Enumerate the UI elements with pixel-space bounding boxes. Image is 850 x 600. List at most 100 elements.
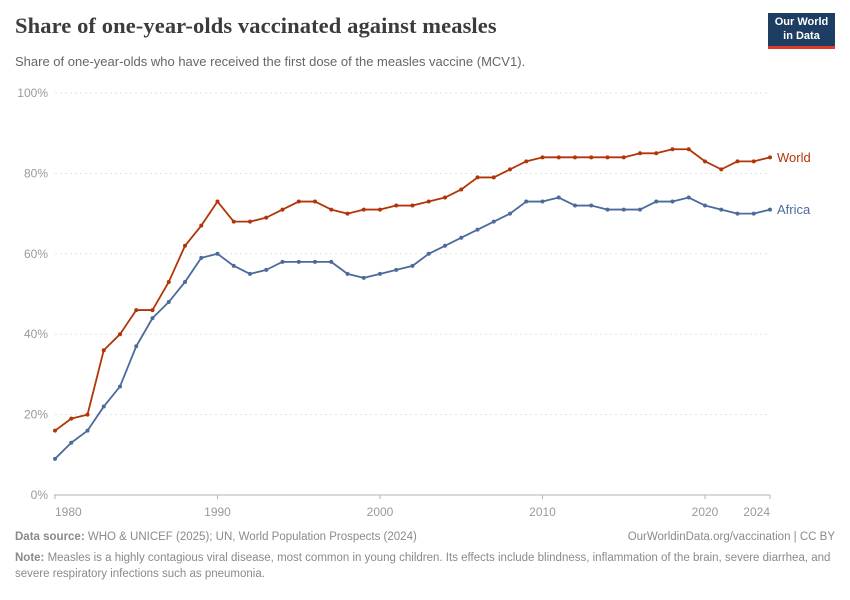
- data-point: [751, 159, 756, 164]
- x-tick-label: 2010: [529, 505, 556, 519]
- x-tick-label: 1990: [204, 505, 231, 519]
- data-point: [638, 151, 642, 156]
- data-point: [394, 267, 399, 272]
- data-point: [443, 243, 447, 248]
- chart-footer: Data source: WHO & UNICEF (2025); UN, Wo…: [15, 529, 835, 583]
- data-point: [410, 203, 415, 208]
- data-point: [670, 199, 675, 204]
- data-point: [313, 259, 317, 264]
- data-point: [735, 159, 740, 164]
- series-label-world: World: [777, 150, 811, 165]
- data-point: [313, 199, 317, 204]
- page-subtitle: Share of one-year-olds who have received…: [15, 54, 526, 69]
- datasource-label: Data source:: [15, 531, 85, 543]
- data-point: [248, 271, 252, 276]
- data-point: [231, 263, 236, 268]
- note-block: Note: Measles is a highly contagious vir…: [15, 550, 835, 583]
- data-point: [410, 263, 415, 268]
- data-point: [508, 211, 512, 216]
- data-point: [199, 223, 204, 228]
- data-point: [540, 199, 545, 204]
- data-point: [150, 308, 155, 313]
- data-point: [280, 207, 285, 212]
- data-point: [199, 255, 204, 260]
- data-point: [118, 384, 122, 389]
- data-point: [573, 203, 577, 208]
- note-label: Note:: [15, 551, 45, 564]
- data-point: [540, 155, 545, 160]
- data-point: [101, 348, 106, 353]
- owid-link[interactable]: OurWorldinData.org/vaccination | CC BY: [627, 531, 835, 543]
- data-point: [719, 167, 724, 172]
- series-line-world: [54, 148, 771, 432]
- data-point: [264, 267, 269, 272]
- data-point: [703, 203, 707, 208]
- data-point: [686, 195, 691, 200]
- datasource-row: Data source: WHO & UNICEF (2025); UN, Wo…: [15, 529, 835, 546]
- data-point: [69, 440, 74, 445]
- y-tick-label: 40%: [24, 327, 48, 341]
- data-point: [69, 416, 74, 421]
- y-tick-label: 20%: [24, 408, 48, 422]
- data-point: [329, 259, 334, 264]
- data-point: [443, 195, 447, 200]
- data-point: [166, 279, 171, 284]
- data-point: [751, 211, 756, 216]
- data-point: [53, 428, 57, 433]
- data-point: [589, 155, 594, 160]
- data-point: [378, 271, 382, 276]
- data-point: [686, 147, 691, 152]
- data-point: [101, 404, 106, 409]
- x-tick-label: 2000: [367, 505, 394, 519]
- note-text: Measles is a highly contagious viral dis…: [15, 551, 831, 581]
- data-point: [426, 251, 431, 256]
- data-point: [183, 243, 187, 248]
- data-point: [459, 235, 464, 240]
- data-point: [621, 207, 626, 212]
- data-point: [475, 175, 480, 180]
- data-point: [556, 155, 561, 160]
- data-point: [296, 259, 301, 264]
- data-point: [329, 207, 334, 212]
- data-point: [491, 175, 496, 180]
- data-point: [573, 155, 577, 160]
- data-point: [345, 271, 350, 276]
- x-tick-label: 2024: [743, 505, 770, 519]
- y-tick-label: 80%: [24, 166, 48, 180]
- data-point: [361, 207, 366, 212]
- data-point: [605, 155, 610, 160]
- data-point: [134, 308, 139, 313]
- y-tick-label: 0%: [31, 488, 49, 502]
- data-point: [556, 195, 561, 200]
- data-point: [53, 456, 57, 461]
- data-point: [524, 199, 529, 204]
- data-point: [150, 316, 155, 321]
- data-point: [719, 207, 724, 212]
- data-point: [296, 199, 301, 204]
- data-point: [703, 159, 707, 164]
- data-point: [768, 155, 772, 160]
- data-point: [768, 207, 772, 212]
- data-point: [605, 207, 610, 212]
- chart-canvas: 0% 20% 40% 60% 80% 100% 1980 1990 2000 2010 2020 20…: [17, 86, 811, 519]
- data-point: [183, 279, 187, 284]
- owid-logo-text: Our World in Data: [774, 16, 829, 42]
- data-point: [508, 167, 512, 172]
- data-point: [231, 219, 236, 224]
- data-point: [735, 211, 740, 216]
- data-point: [345, 211, 350, 216]
- data-point: [215, 251, 220, 256]
- data-point: [621, 155, 626, 160]
- datasource-line: Data source: WHO & UNICEF (2025); UN, Wo…: [15, 529, 417, 546]
- data-point: [638, 207, 642, 212]
- series-line-africa: [54, 196, 771, 460]
- data-point: [654, 151, 659, 156]
- data-point: [85, 428, 90, 433]
- data-point: [134, 344, 139, 349]
- owid-logo[interactable]: Our World in Data: [768, 13, 835, 49]
- data-point: [491, 219, 496, 224]
- data-point: [280, 259, 285, 264]
- x-tick-label: 1980: [55, 505, 82, 519]
- data-point: [264, 215, 269, 220]
